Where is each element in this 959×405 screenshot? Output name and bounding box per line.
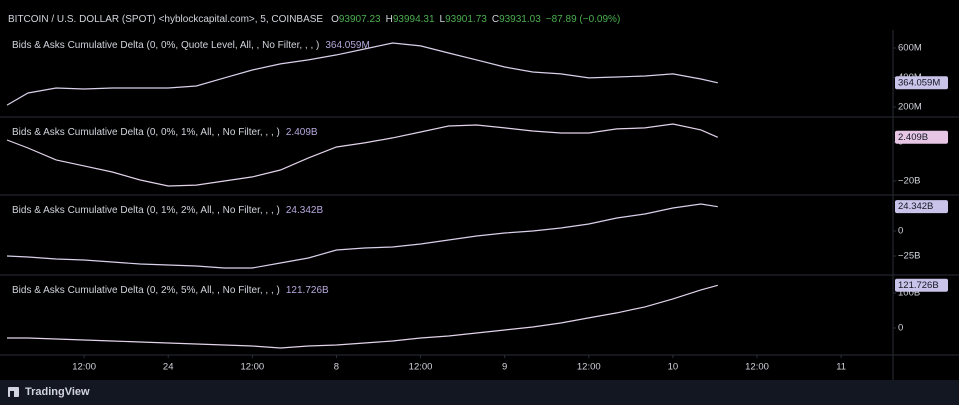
x-tick-label: 12:00 bbox=[72, 362, 96, 373]
x-tick-label: 8 bbox=[334, 362, 339, 373]
ohlc-key: L bbox=[440, 14, 446, 25]
x-tick-label: 12:00 bbox=[240, 362, 264, 373]
pane-title: Bids & Asks Cumulative Delta (0, 0%, Quo… bbox=[12, 40, 319, 51]
y-tick-label: 0 bbox=[898, 226, 903, 237]
x-tick-label: 11 bbox=[836, 362, 846, 373]
x-tick-label: 12:00 bbox=[577, 362, 601, 373]
pane-legend: Bids & Asks Cumulative Delta (0, 0%, Quo… bbox=[12, 40, 370, 51]
ohlc-value: 93931.03 bbox=[499, 14, 541, 25]
x-tick-label: 9 bbox=[502, 362, 507, 373]
x-tick-label: 12:00 bbox=[409, 362, 433, 373]
ohlc-value: 93907.23 bbox=[339, 14, 381, 25]
x-tick-label: 24 bbox=[163, 362, 174, 373]
current-value-label: 121.726B bbox=[898, 280, 939, 291]
x-tick-label: 12:00 bbox=[745, 362, 769, 373]
brand[interactable]: TradingView bbox=[25, 386, 90, 398]
price-change: −87.89 (−0.09%) bbox=[546, 14, 621, 25]
brand-logo bbox=[8, 387, 19, 397]
y-tick-label: 0 bbox=[898, 322, 903, 333]
pane-legend: Bids & Asks Cumulative Delta (0, 0%, 1%,… bbox=[12, 127, 318, 138]
symbol: BITCOIN / U.S. DOLLAR (SPOT) <hyblockcap… bbox=[8, 14, 323, 25]
x-tick-label: 10 bbox=[668, 362, 679, 373]
ohlc-key: C bbox=[492, 14, 499, 25]
y-tick-label: −25B bbox=[898, 251, 920, 262]
delta-line bbox=[6, 42, 718, 106]
pane-legend: Bids & Asks Cumulative Delta (0, 2%, 5%,… bbox=[12, 285, 329, 296]
ohlc-key: H bbox=[386, 14, 393, 25]
ohlc-value: 93994.31 bbox=[393, 14, 435, 25]
pane-value: 24.342B bbox=[286, 205, 324, 216]
ohlc-value: 93901.73 bbox=[445, 14, 487, 25]
y-tick-label: 600M bbox=[898, 43, 922, 54]
y-tick-label: −20B bbox=[898, 175, 920, 186]
pane-value: 2.409B bbox=[286, 127, 318, 138]
y-tick-label: 200M bbox=[898, 101, 922, 112]
y-tick-label: 100B bbox=[898, 287, 920, 298]
delta-line bbox=[6, 123, 719, 187]
header-text: BITCOIN / U.S. DOLLAR (SPOT) <hyblockcap… bbox=[8, 14, 620, 25]
current-value-box bbox=[895, 278, 948, 292]
delta-line bbox=[7, 284, 718, 349]
footer-bar bbox=[0, 380, 959, 405]
current-value-box bbox=[895, 130, 948, 144]
ohlc-key: O bbox=[331, 14, 339, 25]
pane-legend: Bids & Asks Cumulative Delta (0, 1%, 2%,… bbox=[12, 205, 323, 216]
pane-title: Bids & Asks Cumulative Delta (0, 1%, 2%,… bbox=[12, 205, 280, 216]
current-value-box bbox=[895, 200, 948, 214]
pane-value: 364.059M bbox=[325, 40, 369, 51]
delta-line bbox=[6, 203, 718, 269]
pane-title: Bids & Asks Cumulative Delta (0, 0%, 1%,… bbox=[12, 127, 280, 138]
current-value-label: 24.342B bbox=[898, 201, 933, 212]
pane-title: Bids & Asks Cumulative Delta (0, 2%, 5%,… bbox=[12, 285, 280, 296]
current-value-box bbox=[895, 76, 948, 90]
current-value-label: 2.409B bbox=[898, 132, 928, 143]
pane-value: 121.726B bbox=[286, 285, 329, 296]
current-value-label: 364.059M bbox=[898, 77, 940, 88]
